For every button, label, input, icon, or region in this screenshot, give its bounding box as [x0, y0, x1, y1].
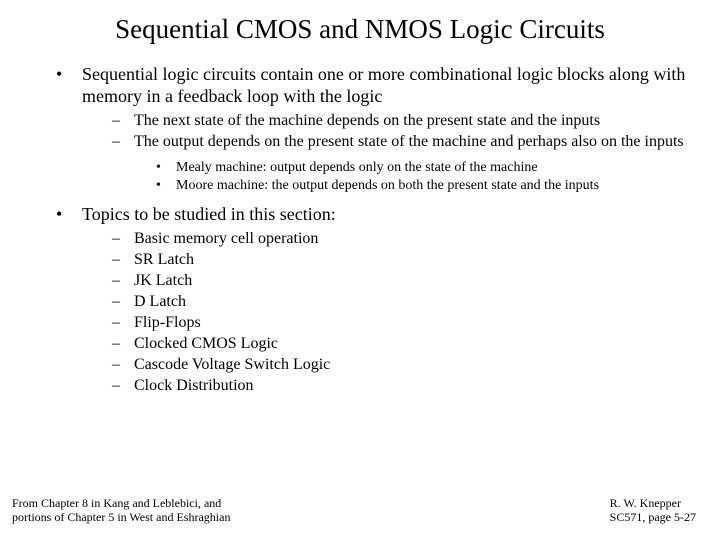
- footer-line: From Chapter 8 in Kang and Leblebici, an…: [12, 496, 230, 510]
- bullet-dot-icon: •: [56, 63, 82, 107]
- bullet-text: Sequential logic circuits contain one or…: [82, 63, 694, 107]
- footer-line: portions of Chapter 5 in West and Eshrag…: [12, 510, 230, 524]
- bullet-level2: – The output depends on the present stat…: [112, 132, 694, 151]
- bullet-text: Flip-Flops: [134, 313, 201, 332]
- dash-icon: –: [112, 292, 134, 311]
- bullet-text: SR Latch: [134, 250, 194, 269]
- footer-author: R. W. Knepper SC571, page 5-27: [610, 496, 696, 524]
- bullet-level2: –Basic memory cell operation: [112, 229, 694, 248]
- bullet-text: Mealy machine: output depends only on th…: [176, 159, 538, 176]
- bullet-level2: –SR Latch: [112, 250, 694, 269]
- bullet-text: Cascode Voltage Switch Logic: [134, 355, 330, 374]
- bullet-level1: • Sequential logic circuits contain one …: [56, 63, 694, 107]
- dash-icon: –: [112, 271, 134, 290]
- bullet-level2: –JK Latch: [112, 271, 694, 290]
- dash-icon: –: [112, 111, 134, 130]
- bullet-level3: • Moore machine: the output depends on b…: [156, 177, 694, 194]
- bullet-level2: –D Latch: [112, 292, 694, 311]
- dash-icon: –: [112, 250, 134, 269]
- bullet-dot-icon: •: [156, 177, 176, 194]
- page-title: Sequential CMOS and NMOS Logic Circuits: [26, 14, 694, 45]
- bullet-level3: • Mealy machine: output depends only on …: [156, 159, 694, 176]
- bullet-level2: –Clocked CMOS Logic: [112, 334, 694, 353]
- bullet-text: Clocked CMOS Logic: [134, 334, 278, 353]
- bullet-text: Basic memory cell operation: [134, 229, 318, 248]
- bullet-level2: –Clock Distribution: [112, 376, 694, 395]
- dash-icon: –: [112, 229, 134, 248]
- bullet-level2: –Flip-Flops: [112, 313, 694, 332]
- footer-line: SC571, page 5-27: [610, 510, 696, 524]
- bullet-text: The next state of the machine depends on…: [134, 111, 600, 130]
- bullet-dot-icon: •: [156, 159, 176, 176]
- dash-icon: –: [112, 313, 134, 332]
- dash-icon: –: [112, 334, 134, 353]
- footer-source: From Chapter 8 in Kang and Leblebici, an…: [12, 496, 230, 524]
- dash-icon: –: [112, 376, 134, 395]
- bullet-text: Topics to be studied in this section:: [82, 203, 336, 225]
- dash-icon: –: [112, 132, 134, 151]
- bullet-text: D Latch: [134, 292, 186, 311]
- bullet-text: The output depends on the present state …: [134, 132, 684, 151]
- dash-icon: –: [112, 355, 134, 374]
- footer-line: R. W. Knepper: [610, 496, 696, 510]
- bullet-text: JK Latch: [134, 271, 192, 290]
- bullet-dot-icon: •: [56, 203, 82, 225]
- bullet-text: Moore machine: the output depends on bot…: [176, 177, 599, 194]
- bullet-level2: – The next state of the machine depends …: [112, 111, 694, 130]
- bullet-level1: • Topics to be studied in this section:: [56, 203, 694, 225]
- bullet-level2: –Cascode Voltage Switch Logic: [112, 355, 694, 374]
- bullet-text: Clock Distribution: [134, 376, 254, 395]
